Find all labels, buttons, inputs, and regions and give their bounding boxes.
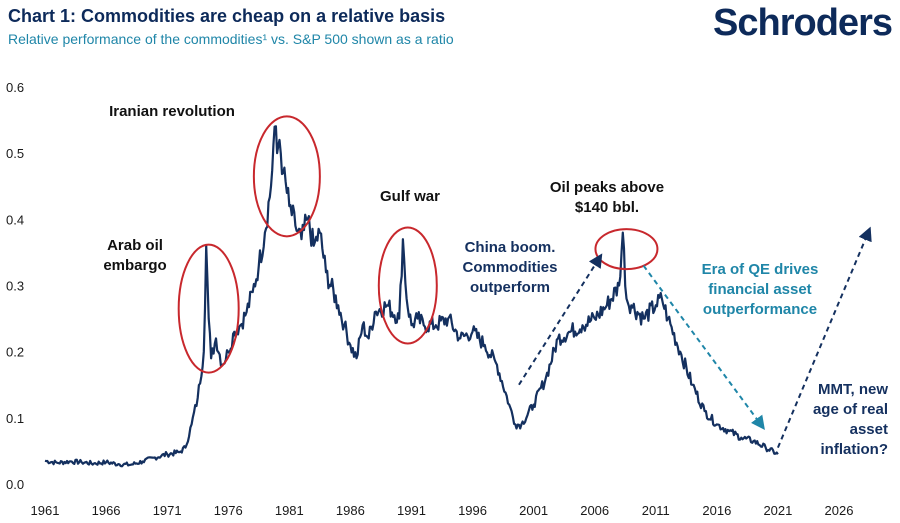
x-tick-label: 1961 <box>31 503 60 518</box>
y-tick-label: 0.2 <box>6 345 24 360</box>
annotation-line: $140 bbl. <box>575 199 639 216</box>
annotation-iranian-revolution: Iranian revolution <box>109 103 235 120</box>
chart-title: Chart 1: Commodities are cheap on a rela… <box>8 6 446 26</box>
x-tick-label: 1991 <box>397 503 426 518</box>
commodities-sp500-ratio-line <box>44 125 779 468</box>
x-tick-label: 1986 <box>336 503 365 518</box>
x-tick-label: 1976 <box>214 503 243 518</box>
y-tick-label: 0.6 <box>6 80 24 95</box>
highlight-circles <box>177 115 659 374</box>
annotation-line: outperform <box>470 279 550 296</box>
annotation-line: inflation? <box>821 441 889 458</box>
chart-subtitle: Relative performance of the commodities¹… <box>8 31 454 47</box>
annotation-qe-era: Era of QE drives financial asset outperfor… <box>702 261 819 318</box>
x-tick-label: 2016 <box>702 503 731 518</box>
annotation-line: embargo <box>103 257 166 274</box>
annotation-line: Oil peaks above <box>550 179 664 196</box>
annotation-line: MMT, new <box>818 381 888 398</box>
x-tick-label: 2006 <box>580 503 609 518</box>
annotation-line: Era of QE drives <box>702 261 819 278</box>
qe-era-arrow <box>642 265 765 431</box>
gulf-war-circle <box>377 226 438 345</box>
y-axis-ticks: 0.0 0.1 0.2 0.3 0.4 0.5 0.6 <box>6 80 24 492</box>
china-boom-arrow <box>518 253 603 386</box>
x-tick-label: 1971 <box>153 503 182 518</box>
annotation-line: age of real <box>813 401 888 418</box>
oil-peak-circle <box>594 228 659 271</box>
y-tick-label: 0.0 <box>6 477 24 492</box>
x-tick-label: 1996 <box>458 503 487 518</box>
trend-arrows <box>518 226 872 448</box>
annotation-mmt: MMT, new age of real asset inflation? <box>813 381 888 458</box>
x-tick-label: 2011 <box>642 503 670 518</box>
annotation-line: Commodities <box>462 259 557 276</box>
annotation-line: Iranian revolution <box>109 103 235 120</box>
y-tick-label: 0.4 <box>6 212 24 227</box>
x-tick-label: 1966 <box>92 503 121 518</box>
x-tick-label: 2026 <box>825 503 854 518</box>
annotations: Arab oil embargo Iranian revolution Gulf wa… <box>103 103 888 458</box>
mmt-inflation-arrow <box>777 226 872 448</box>
annotation-china-boom: China boom. Commodities outperform <box>462 239 557 296</box>
annotation-line: Arab oil <box>107 237 163 254</box>
x-tick-label: 2001 <box>519 503 548 518</box>
x-tick-label: 1981 <box>275 503 304 518</box>
x-axis-ticks: 1961 1966 1971 1976 1981 1986 1991 1996 2001 2006… <box>31 503 854 518</box>
annotation-arab-oil-embargo: Arab oil embargo <box>103 237 166 274</box>
annotation-line: Gulf war <box>380 188 440 205</box>
iranian-revolution-circle <box>252 115 321 238</box>
annotation-oil-peak: Oil peaks above $140 bbl. <box>550 179 664 216</box>
annotation-line: outperformance <box>703 301 817 318</box>
y-tick-label: 0.5 <box>6 146 24 161</box>
annotation-gulf-war: Gulf war <box>380 188 440 205</box>
annotation-line: asset <box>850 421 888 438</box>
y-tick-label: 0.1 <box>6 411 24 426</box>
annotation-line: China boom. <box>465 239 556 256</box>
x-tick-label: 2021 <box>763 503 792 518</box>
schroders-logo: Schroders <box>713 2 893 44</box>
y-tick-label: 0.3 <box>6 279 24 294</box>
annotation-line: financial asset <box>708 281 811 298</box>
arab-oil-embargo-circle <box>177 243 240 374</box>
